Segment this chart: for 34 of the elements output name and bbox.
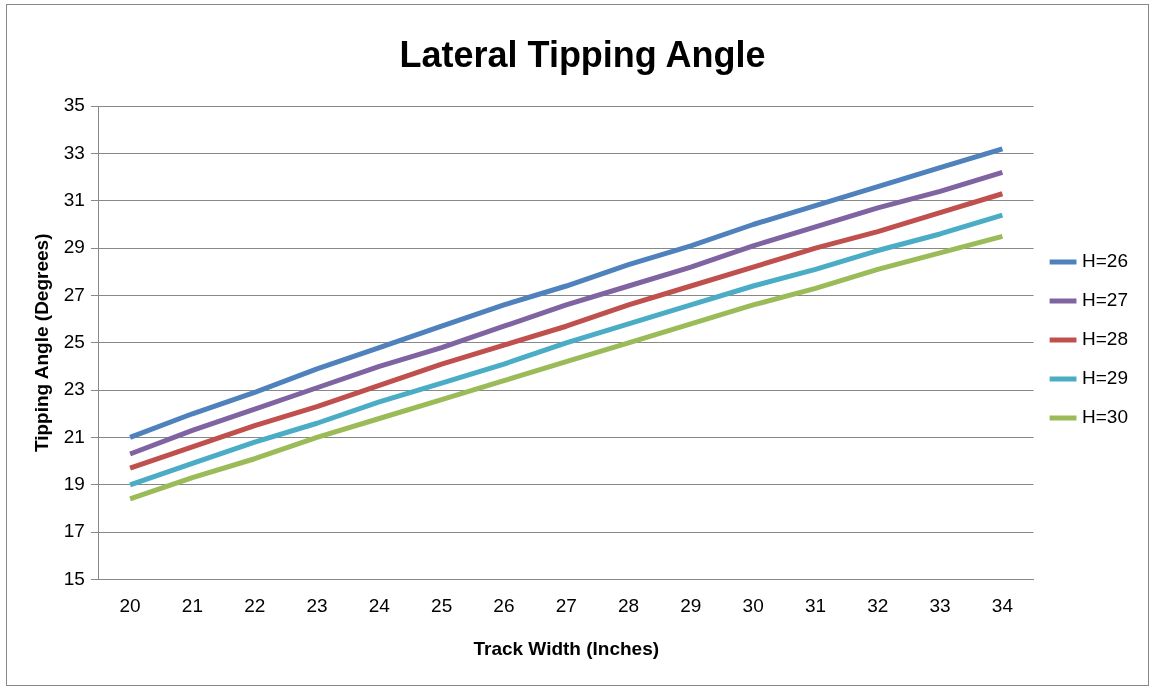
x-tick-label: 31 bbox=[804, 595, 827, 617]
x-tick-label: 29 bbox=[680, 595, 702, 617]
x-tick-label: 26 bbox=[493, 595, 515, 617]
x-tick-label: 32 bbox=[867, 595, 889, 617]
y-tick-label: 19 bbox=[63, 472, 85, 494]
legend-label: H=30 bbox=[1082, 406, 1128, 428]
x-tick-label: 20 bbox=[119, 595, 141, 617]
y-tick-label: 15 bbox=[63, 567, 85, 589]
y-tick-label: 23 bbox=[63, 378, 85, 400]
y-tick-label: 35 bbox=[63, 94, 85, 116]
y-tick-label: 27 bbox=[63, 283, 85, 305]
legend-label: H=29 bbox=[1082, 367, 1128, 389]
x-tick-label: 33 bbox=[929, 595, 951, 617]
y-tick-label: 33 bbox=[63, 141, 85, 163]
x-tick-label: 24 bbox=[368, 595, 391, 617]
x-tick-label: 22 bbox=[244, 595, 266, 617]
legend-label: H=27 bbox=[1082, 289, 1128, 311]
x-tick-label: 21 bbox=[181, 595, 203, 617]
y-tick-label: 31 bbox=[63, 189, 85, 211]
x-axis-title: Track Width (Inches) bbox=[473, 637, 660, 659]
y-axis-title: Tipping Angle (Degrees) bbox=[30, 233, 52, 453]
x-tick-label: 25 bbox=[431, 595, 453, 617]
x-tick-label: 34 bbox=[991, 595, 1014, 617]
y-tick-label: 25 bbox=[63, 331, 85, 353]
chart-title: Lateral Tipping Angle bbox=[399, 33, 766, 75]
x-tick-label: 30 bbox=[742, 595, 764, 617]
y-tick-label: 21 bbox=[63, 425, 85, 447]
x-tick-label: 28 bbox=[617, 595, 640, 617]
x-tick-label: 23 bbox=[306, 595, 328, 617]
legend-label: H=28 bbox=[1082, 328, 1128, 350]
y-tick-label: 29 bbox=[63, 236, 85, 258]
x-tick-label: 27 bbox=[555, 595, 577, 617]
y-tick-label: 17 bbox=[63, 520, 85, 542]
legend-label: H=26 bbox=[1082, 250, 1128, 272]
